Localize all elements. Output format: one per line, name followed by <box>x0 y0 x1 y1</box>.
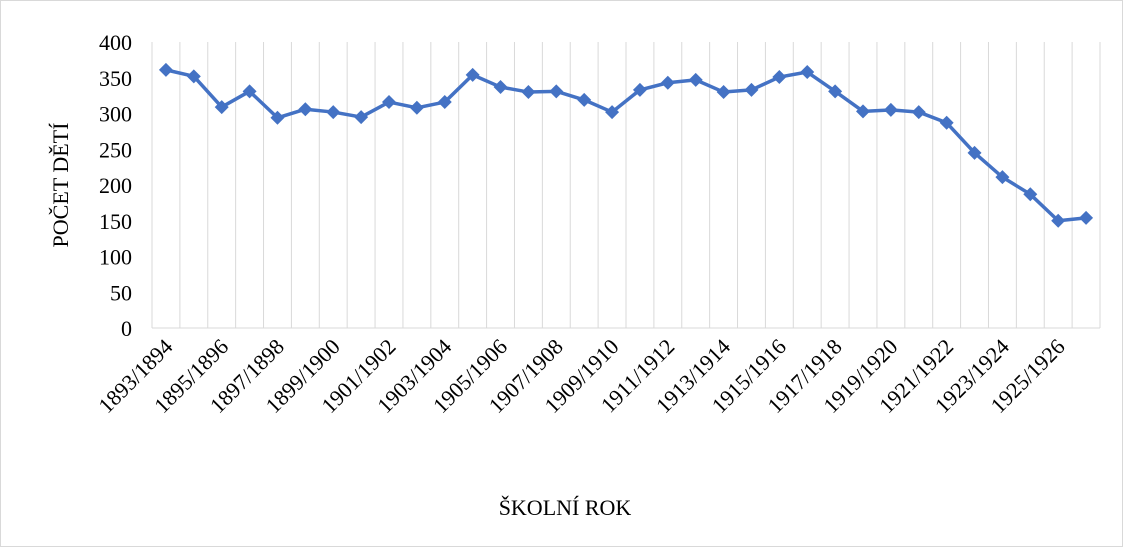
data-point <box>828 84 843 99</box>
data-point <box>605 105 620 120</box>
y-tick-label: 200 <box>99 173 132 198</box>
data-point <box>326 105 341 120</box>
y-tick-label: 300 <box>99 102 132 127</box>
y-tick-label: 250 <box>99 137 132 162</box>
data-point <box>186 69 201 84</box>
data-point <box>995 170 1010 185</box>
data-point <box>883 102 898 117</box>
data-point <box>939 115 954 130</box>
series-line <box>165 68 1087 223</box>
data-point <box>382 95 396 110</box>
data-point <box>967 145 982 160</box>
x-axis-label: ŠKOLNÍ ROK <box>499 495 632 520</box>
data-point <box>549 84 564 99</box>
data-point <box>772 70 787 85</box>
data-point <box>465 67 480 82</box>
y-tick-label: 400 <box>99 30 132 55</box>
data-point <box>577 92 592 107</box>
data-point <box>270 110 285 125</box>
data-point <box>242 84 257 99</box>
data-point <box>437 95 452 110</box>
data-point <box>521 85 536 100</box>
y-tick-label: 350 <box>99 66 132 91</box>
data-point <box>1023 187 1038 202</box>
data-point <box>911 105 926 120</box>
data-point <box>660 75 675 90</box>
data-point <box>744 82 759 97</box>
data-point <box>409 100 424 115</box>
y-tick-label: 100 <box>99 245 132 270</box>
data-point <box>354 110 369 125</box>
y-tick-label: 150 <box>99 209 132 234</box>
y-tick-label: 50 <box>110 280 132 305</box>
data-point <box>493 80 508 95</box>
y-axis-label: POČET DĚTÍ <box>48 123 73 248</box>
y-tick-label: 0 <box>121 316 132 341</box>
data-point <box>214 100 229 115</box>
data-point <box>800 65 815 80</box>
data-point <box>716 85 731 100</box>
data-point <box>1051 213 1066 228</box>
data-point <box>298 102 313 117</box>
data-point <box>856 104 870 119</box>
data-point <box>688 72 703 87</box>
data-point <box>158 62 173 77</box>
data-point <box>632 82 647 97</box>
data-point <box>1079 210 1094 225</box>
